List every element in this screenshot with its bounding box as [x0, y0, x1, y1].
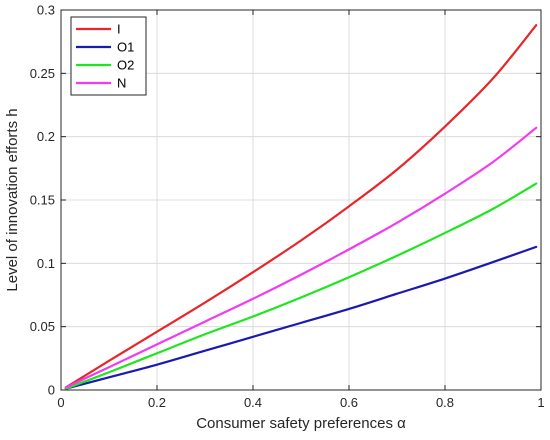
- y-axis-label: Level of innovation efforts h: [4, 108, 21, 291]
- series-line-i: [64, 24, 538, 389]
- x-tick-label: 0.6: [340, 395, 358, 410]
- x-tick-label: 0: [57, 395, 64, 410]
- series-line-o1: [64, 245, 538, 390]
- legend-label-i: I: [117, 22, 121, 37]
- grid-lines: [60, 9, 542, 391]
- y-tick-label: 0.2: [37, 129, 55, 144]
- x-tick-label: 1: [537, 395, 544, 410]
- y-tick-label: 0.05: [30, 319, 55, 334]
- series-line-o2: [64, 182, 538, 390]
- legend: I O1 O2 N: [70, 16, 147, 96]
- series-layer: [64, 24, 538, 390]
- series-line-n: [64, 126, 538, 389]
- y-tick-label: 0.25: [30, 66, 55, 81]
- legend-label-o2: O2: [117, 58, 134, 73]
- y-tick-label: 0: [48, 383, 55, 398]
- x-tick-label: 0.8: [436, 395, 454, 410]
- y-tick-label: 0.1: [37, 256, 55, 271]
- axis-ticks: [60, 9, 542, 391]
- x-axis-label: Consumer safety preferences α: [196, 415, 406, 432]
- y-tick-labels: 0 0.05 0.1 0.15 0.2 0.25 0.3: [30, 3, 55, 398]
- legend-label-n: N: [117, 76, 126, 91]
- x-tick-labels: 0 0.2 0.4 0.6 0.8 1: [57, 395, 544, 410]
- x-tick-label: 0.4: [244, 395, 262, 410]
- x-tick-label: 0.2: [148, 395, 166, 410]
- legend-label-o1: O1: [117, 40, 134, 55]
- y-tick-label: 0.15: [30, 193, 55, 208]
- y-tick-label: 0.3: [37, 3, 55, 18]
